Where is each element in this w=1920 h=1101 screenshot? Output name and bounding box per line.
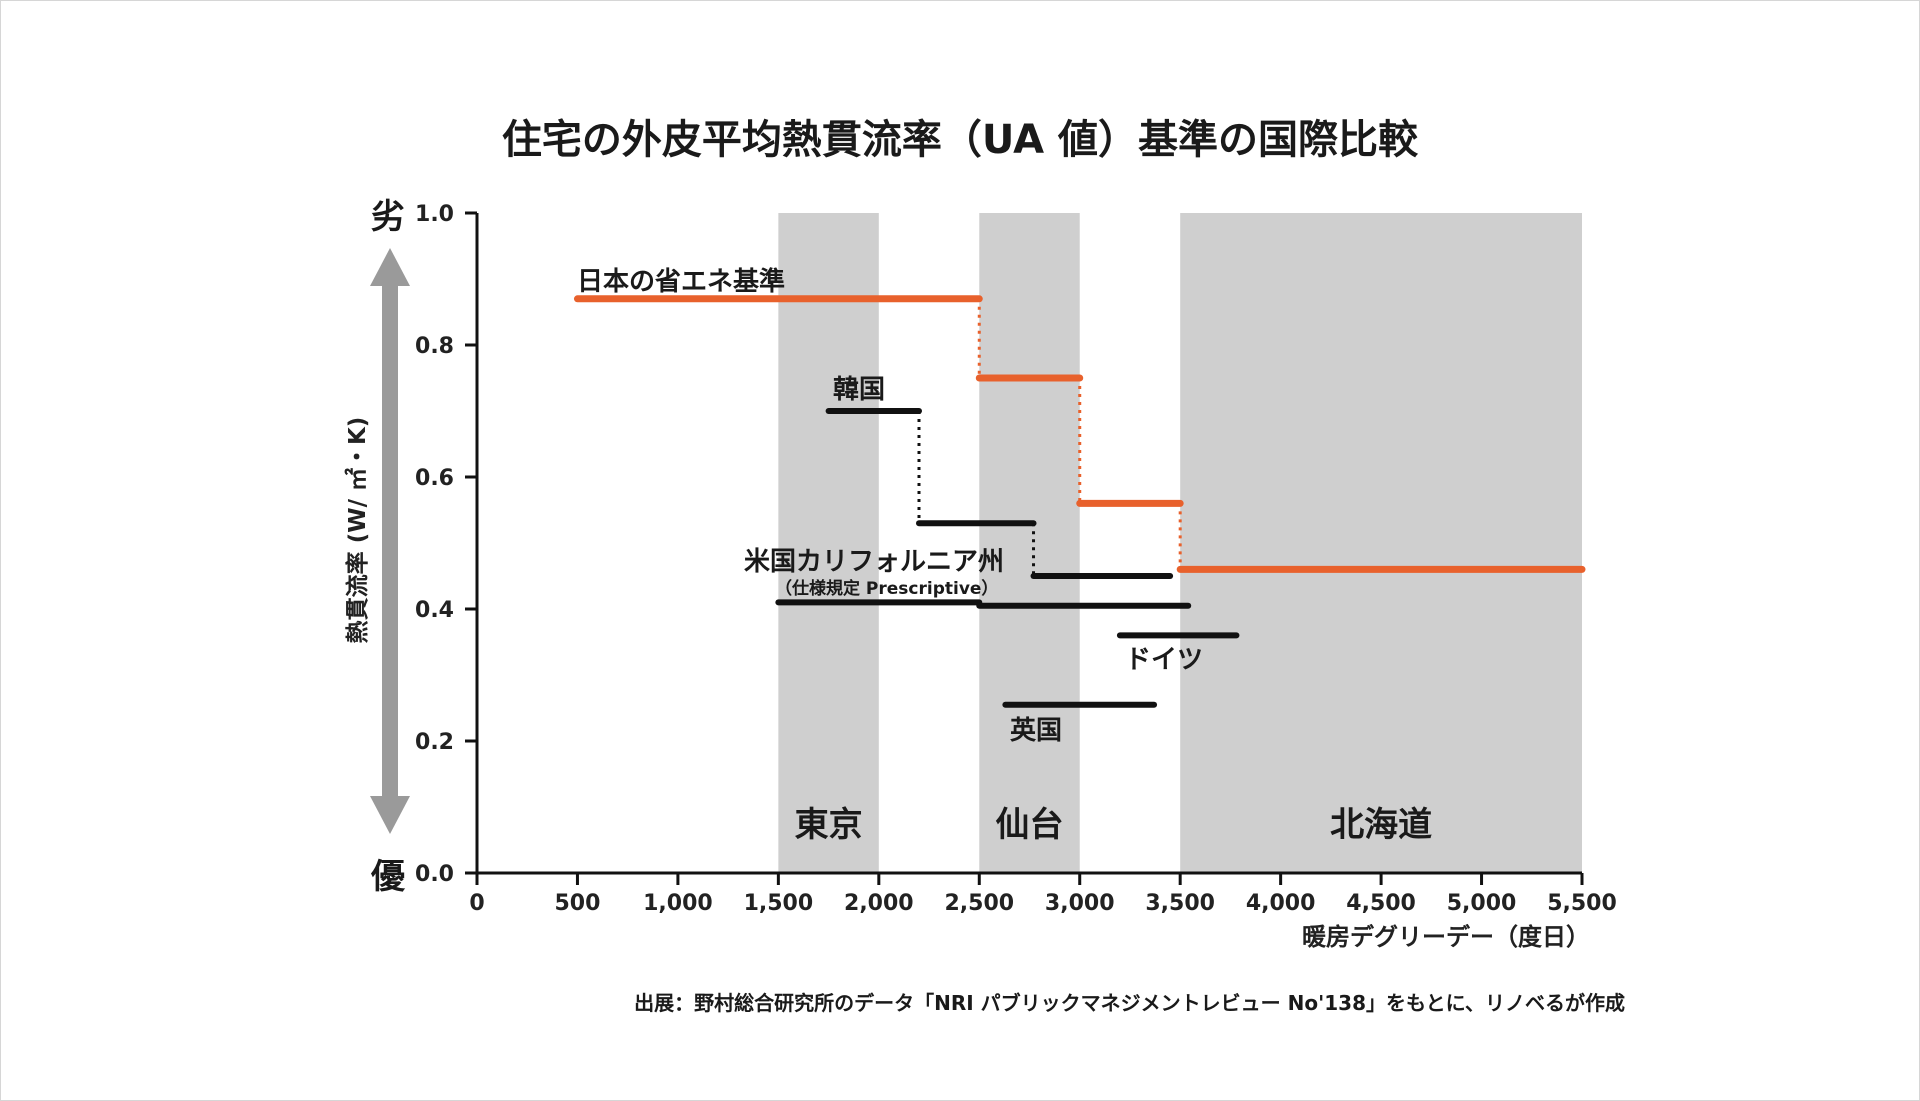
x-tick-label: 3,000	[1045, 891, 1115, 916]
series-label: ドイツ	[1125, 645, 1203, 675]
y-axis-label: 熱貫流率 (W/ ㎡・K)	[344, 417, 371, 644]
x-tick-label: 4,500	[1346, 891, 1416, 916]
y-arrow-head-down-icon	[370, 796, 410, 834]
region-band	[778, 213, 879, 873]
y-tick-label: 0.6	[415, 466, 454, 491]
source-note: 出展：野村総合研究所のデータ「NRI パブリックマネジメントレビュー No'13…	[634, 991, 1625, 1015]
x-tick-label: 4,000	[1246, 891, 1316, 916]
y-tick-label: 0.2	[415, 730, 454, 755]
region-band	[1180, 213, 1582, 873]
x-tick-label: 1,500	[744, 891, 814, 916]
chart-title: 住宅の外皮平均熱貫流率（UA 値）基準の国際比較	[502, 117, 1419, 163]
series-label: 英国	[1010, 716, 1062, 746]
x-tick-label: 3,500	[1145, 891, 1215, 916]
region-label: 北海道	[1330, 805, 1432, 845]
x-tick-label: 0	[469, 891, 484, 916]
x-tick-label: 2,000	[844, 891, 914, 916]
series-label: 米国カリフォルニア州	[744, 547, 1004, 577]
series-label: 日本の省エネ基準	[577, 266, 785, 297]
series-label: 韓国	[833, 375, 885, 405]
y-arrow-head-up-icon	[370, 248, 410, 286]
y-bottom-label: 優	[370, 857, 406, 897]
y-tick-label: 0.4	[415, 598, 454, 623]
x-tick-label: 5,500	[1547, 891, 1617, 916]
region-label: 東京	[795, 805, 863, 845]
region-band	[979, 213, 1080, 873]
x-tick-label: 2,500	[944, 891, 1014, 916]
x-tick-label: 1,000	[643, 891, 713, 916]
series-sublabel: （仕様規定 Prescriptive）	[775, 578, 998, 599]
x-axis-label: 暖房デグリーデー（度日）	[1302, 923, 1590, 951]
x-tick-label: 500	[554, 891, 600, 916]
y-tick-label: 0.0	[415, 862, 454, 887]
region-label: 仙台	[996, 805, 1064, 845]
x-tick-label: 5,000	[1447, 891, 1517, 916]
y-tick-label: 1.0	[415, 202, 454, 227]
y-top-label: 劣	[371, 197, 405, 237]
y-tick-label: 0.8	[415, 334, 454, 359]
